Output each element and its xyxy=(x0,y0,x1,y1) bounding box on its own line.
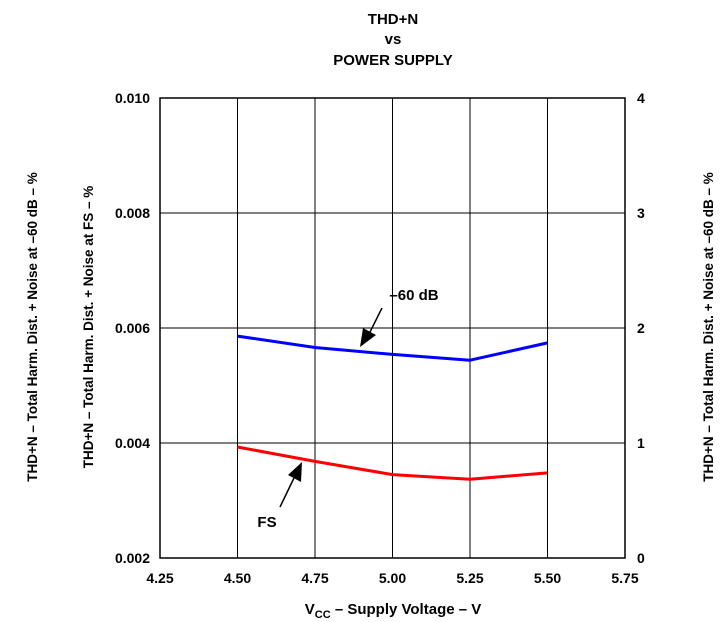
x-axis-label: VCC – Supply Voltage – V xyxy=(305,601,482,621)
series-line-fs xyxy=(237,445,548,481)
y-tick-label-left: 0.010 xyxy=(115,90,150,106)
annotation-minus-60db-label: –60 dB xyxy=(389,287,438,304)
y-tick-label-left: 0.002 xyxy=(115,550,150,566)
x-axis-label-subscript: CC xyxy=(315,609,331,621)
y-tick-label-left: 0.006 xyxy=(115,320,150,336)
y-tick-label-right: 3 xyxy=(637,205,645,221)
x-tick-label: 5.00 xyxy=(379,570,406,586)
annotation-fs-arrow-line xyxy=(279,477,295,508)
y-axis-label-left-outer: THD+N – Total Harm. Dist. + Noise at –60… xyxy=(25,172,40,482)
y-tick-label-right: 2 xyxy=(637,320,645,336)
annotation-minus-60db: –60 dB xyxy=(360,287,439,347)
series-layer xyxy=(237,334,548,481)
x-tick-label: 5.75 xyxy=(611,570,638,586)
tick-labels: 4.25 4.50 4.75 5.00 5.25 5.50 5.75 0.002 0.004 0.… xyxy=(115,90,645,586)
grid-lines xyxy=(160,98,625,558)
x-tick-label: 5.50 xyxy=(534,570,561,586)
series-line-minus-60db xyxy=(237,334,548,362)
x-tick-label: 4.75 xyxy=(301,570,328,586)
annotation-fs-arrowhead xyxy=(288,462,302,482)
x-axis-label-rest: – Supply Voltage – V xyxy=(331,601,482,618)
x-tick-label: 4.25 xyxy=(146,570,173,586)
annotation-minus-60db-arrowhead xyxy=(360,328,376,347)
y-tick-label-right: 1 xyxy=(637,435,645,451)
y-axis-label-left-inner: THD+N – Total Harm. Dist. + Noise at FS … xyxy=(81,186,96,469)
x-tick-label: 5.25 xyxy=(456,570,483,586)
chart-title-line-2: vs xyxy=(385,31,402,48)
chart-title-line-1: THD+N xyxy=(368,11,418,28)
y-tick-label-left: 0.004 xyxy=(115,435,150,451)
annotation-fs-label: FS xyxy=(257,514,276,531)
y-tick-label-right: 0 xyxy=(637,550,645,566)
y-tick-label-left: 0.008 xyxy=(115,205,150,221)
y-tick-label-right: 4 xyxy=(637,90,645,106)
x-axis-label-main: V xyxy=(305,601,315,618)
annotation-minus-60db-arrow-line xyxy=(369,307,383,333)
y-axis-label-right: THD+N – Total Harm. Dist. + Noise at –60… xyxy=(701,172,716,482)
x-tick-label: 4.50 xyxy=(224,570,251,586)
plot-frame xyxy=(159,97,626,559)
chart-title-line-3: POWER SUPPLY xyxy=(333,52,452,69)
annotation-fs: FS xyxy=(257,462,302,531)
